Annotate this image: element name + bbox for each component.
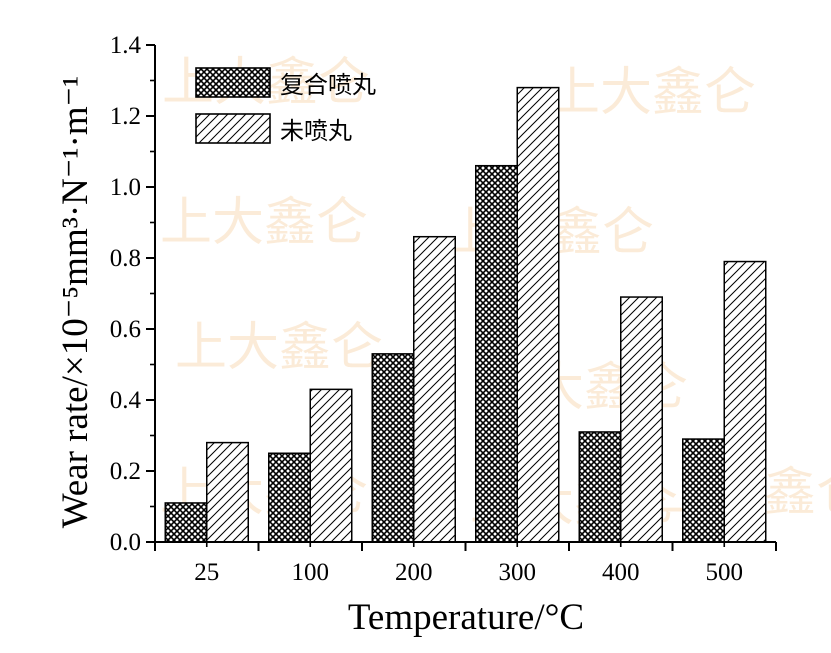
legend-label-series-2: 未喷丸: [280, 117, 352, 145]
bar-series-1-25: [164, 502, 208, 543]
axes: 0.0 0.2 0.4 0.6 0.8 1.0 1.2 1.4 25 100 200 300 400 50…: [110, 32, 777, 586]
bar-series-1-300: [475, 164, 518, 543]
y-tick-label: 0.8: [110, 245, 141, 272]
bar-series-2-300: [516, 86, 560, 543]
bar-series-2-25: [206, 441, 249, 543]
bar-series-1-200: [371, 353, 415, 543]
x-tick-label: 25: [194, 559, 219, 586]
y-tick-label: 1.0: [110, 174, 141, 201]
watermark-text: 上大鑫仑: [548, 63, 756, 123]
bar-series-1-100: [268, 452, 311, 543]
watermark-text: 上大鑫仑: [175, 318, 383, 378]
bar-series-2-200: [413, 235, 456, 543]
legend-swatch-series-2: [195, 113, 271, 144]
x-tick-label: 100: [292, 559, 330, 586]
x-tick-label: 300: [499, 559, 537, 586]
x-tick-label: 200: [395, 559, 433, 586]
y-axis-title: Wear rate/×10⁻⁵mm³·N⁻¹·m⁻¹: [55, 76, 96, 528]
bar-series-1-500: [682, 438, 725, 543]
legend: 复合喷丸 未喷丸: [195, 67, 376, 145]
x-axis-title: Temperature/°C: [348, 597, 584, 638]
y-tick-label: 1.2: [110, 103, 141, 130]
y-tick-label: 0.0: [110, 529, 141, 556]
x-tick-label: 400: [602, 559, 640, 586]
bar-series-2-400: [620, 296, 663, 543]
watermark-text: 上大鑫仑: [160, 193, 368, 253]
y-tick-label: 0.2: [110, 458, 141, 485]
y-tick-label: 0.4: [110, 387, 142, 414]
legend-swatch-series-1: [195, 67, 271, 98]
y-tick-label: 1.4: [110, 32, 142, 59]
y-tick-label: 0.6: [110, 316, 141, 343]
bar-series-2-100: [309, 388, 353, 543]
bars-layer: [164, 86, 767, 543]
bar-series-2-500: [723, 260, 767, 543]
bar-series-1-400: [578, 431, 622, 543]
x-tick-label: 500: [706, 559, 744, 586]
legend-label-series-1: 复合喷丸: [280, 71, 376, 99]
